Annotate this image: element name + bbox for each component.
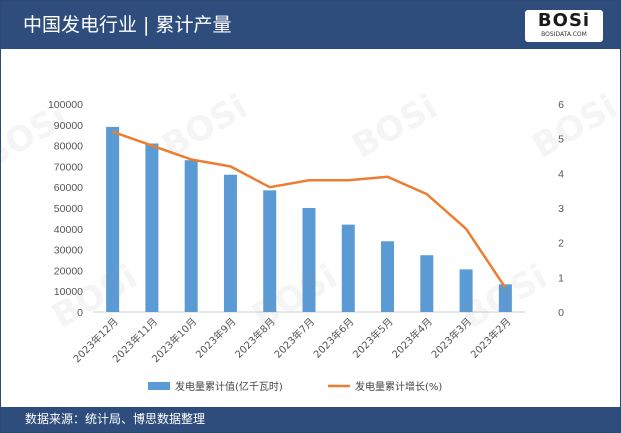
x-category-label: 2023年8月 [232,315,278,361]
footer-bar: 数据来源：统计局、博思数据整理 [1,407,620,432]
y-left-tick-label: 20000 [54,265,83,277]
bar [498,284,512,312]
growth-line [112,130,507,289]
header-bar: 中国发电行业 | 累计产量 BOSi BOSIDATA.COM [1,1,620,49]
legend-line-label: 发电量累计增长(%) [355,380,442,393]
bar [106,126,120,312]
legend-bar-swatch [148,382,170,390]
x-category-label: 2023年7月 [271,315,317,361]
x-category-label: 2023年9月 [193,315,239,361]
y-left-tick-label: 100000 [48,99,83,111]
y-right-tick-label: 3 [558,203,564,215]
y-right-tick-label: 5 [558,134,564,146]
data-source: 数据来源：统计局、博思数据整理 [25,412,206,426]
legend-bar-label: 发电量累计值(亿千瓦时) [175,380,283,393]
y-left-tick-label: 0 [77,307,83,319]
logo-url: BOSIDATA.COM [541,31,587,38]
y-left-tick-label: 70000 [54,161,83,173]
x-category-label: 2023年2月 [468,315,514,361]
combo-chart: 0 10000 20000 30000 40000 50000 60000 70000 8000… [48,99,564,393]
x-category-label: 2023年4月 [389,315,435,361]
bar [381,241,395,312]
y-left-tick-label: 50000 [54,203,83,215]
y-left-tick-label: 90000 [54,120,83,132]
x-category-label: 2023年6月 [311,315,357,361]
bar [263,190,277,312]
bar [302,208,316,312]
x-category-label: 2023年5月 [350,315,396,361]
y-right-tick-label: 1 [558,272,564,284]
bar [184,160,198,312]
y-left-tick-label: 30000 [54,245,83,257]
logo-wordmark: BOSi [537,10,591,31]
y-right-tick-label: 2 [558,238,564,250]
bar [145,143,159,312]
y-left-tick-label: 80000 [54,141,83,153]
x-category-label: 2023年3月 [428,315,474,361]
bar [223,174,237,312]
y-left-tick-label: 10000 [54,286,83,298]
y-right-tick-label: 4 [558,168,564,180]
y-right-tick-label: 6 [558,99,564,111]
y-left-tick-label: 40000 [54,224,83,236]
bar [459,269,473,312]
y-left-tick-label: 60000 [54,182,83,194]
bar [341,224,355,312]
bosi-logo: BOSi BOSIDATA.COM [525,10,603,42]
bar [420,255,434,312]
y-right-tick-label: 0 [558,307,564,319]
page-title: 中国发电行业 | 累计产量 [23,14,232,36]
